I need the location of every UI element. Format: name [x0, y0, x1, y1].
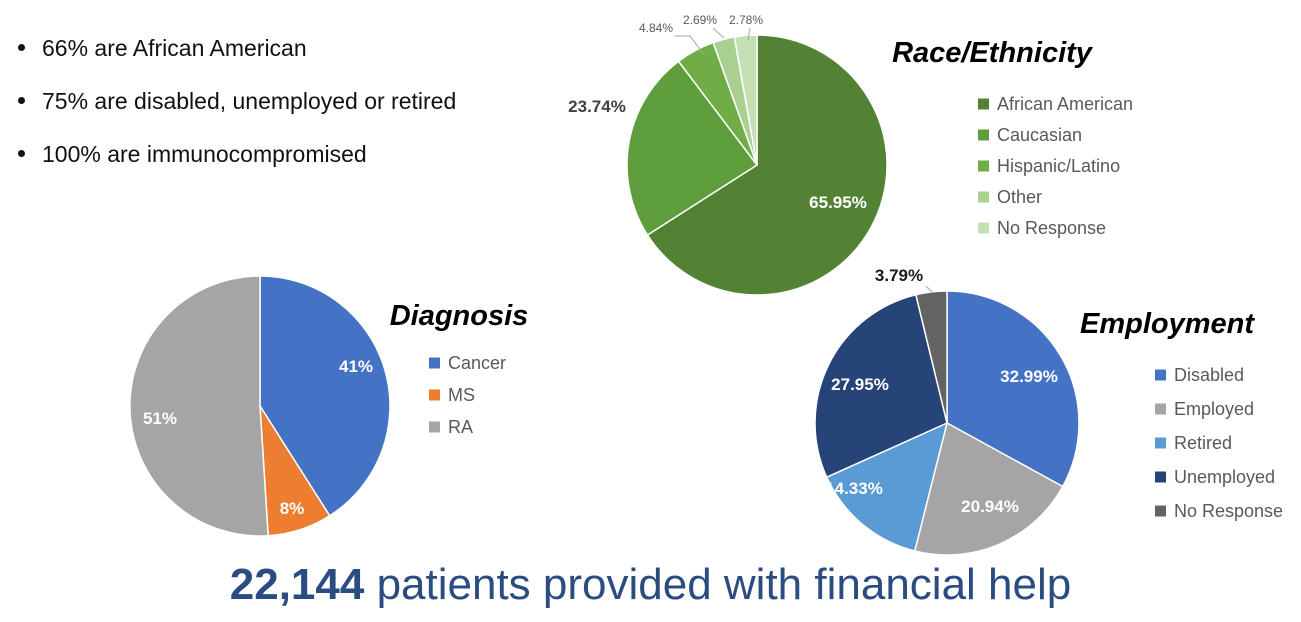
leader-line [674, 35, 706, 57]
legend-label: Unemployed [1174, 467, 1275, 487]
legend-label: Employed [1174, 399, 1254, 419]
legend-swatch [429, 389, 440, 401]
bullet-dot-icon [18, 150, 25, 158]
bullet-list: 66% are African American 75% are disable… [18, 30, 456, 189]
data-label: 20.94% [961, 497, 1019, 516]
legend-swatch [978, 222, 989, 234]
legend-label: Hispanic/Latino [997, 156, 1120, 176]
leader-line [712, 27, 725, 39]
pie-slice [646, 34, 888, 296]
data-label: 51% [143, 409, 177, 428]
bullet-text: 66% are African American [42, 35, 307, 61]
pie-slice [913, 421, 1064, 556]
headline-number: 22,144 [229, 560, 365, 609]
data-label: 8% [280, 499, 305, 518]
data-label: 23.74% [568, 97, 626, 116]
legend-swatch [429, 421, 440, 433]
data-label: 27.95% [831, 375, 889, 394]
legend-swatch [429, 357, 440, 369]
bullet-text: 100% are immunocompromised [42, 141, 367, 167]
legend-label: MS [448, 385, 475, 405]
data-label: 3.79% [875, 266, 923, 285]
data-label: 32.99% [1000, 367, 1058, 386]
headline-text: patients provided with financial help [364, 560, 1072, 609]
legend-label: Other [997, 187, 1042, 207]
legend-swatch [1155, 437, 1166, 449]
data-label: 65.95% [809, 193, 867, 212]
data-label: 2.69% [683, 13, 717, 27]
legend-label: No Response [997, 218, 1106, 238]
legend-label: Retired [1174, 433, 1232, 453]
legend-label: Caucasian [997, 125, 1082, 145]
chart-title: Diagnosis [390, 300, 529, 332]
legend-label: No Response [1174, 501, 1283, 521]
data-label: 2.78% [729, 13, 763, 27]
bullet-dot-icon [18, 44, 25, 52]
chart-title: Race/Ethnicity [892, 37, 1094, 69]
legend-swatch [1155, 471, 1166, 483]
pie-slice [814, 293, 948, 479]
legend-swatch [1155, 403, 1166, 415]
legend-swatch [978, 160, 989, 172]
legend-label: African American [997, 94, 1133, 114]
pie-slice [129, 275, 269, 537]
legend-swatch [978, 129, 989, 141]
pie-slice [946, 290, 1080, 488]
bullet-item: 66% are African American [18, 30, 456, 83]
data-label: 4.84% [639, 21, 673, 35]
leader-line [747, 27, 751, 41]
legend-label: Disabled [1174, 365, 1244, 385]
bullet-dot-icon [18, 97, 25, 105]
legend-swatch [1155, 505, 1166, 517]
legend-swatch [1155, 369, 1166, 381]
pie-slice [825, 421, 949, 552]
pie-slice [733, 34, 758, 166]
bullet-item: 100% are immunocompromised [18, 136, 456, 189]
legend-label: RA [448, 417, 473, 437]
leader-line [925, 285, 933, 293]
data-label: 14.33% [825, 479, 883, 498]
legend-swatch [978, 191, 989, 203]
bullet-text: 75% are disabled, unemployed or retired [42, 88, 457, 114]
chart-title: Employment [1080, 308, 1255, 340]
headline: 22,144 patients provided with financial … [0, 560, 1301, 610]
bullet-item: 75% are disabled, unemployed or retired [18, 83, 456, 136]
pie-slice [626, 60, 759, 237]
legend-label: Cancer [448, 353, 506, 373]
data-label: 41% [339, 357, 373, 376]
legend-swatch [978, 98, 989, 110]
